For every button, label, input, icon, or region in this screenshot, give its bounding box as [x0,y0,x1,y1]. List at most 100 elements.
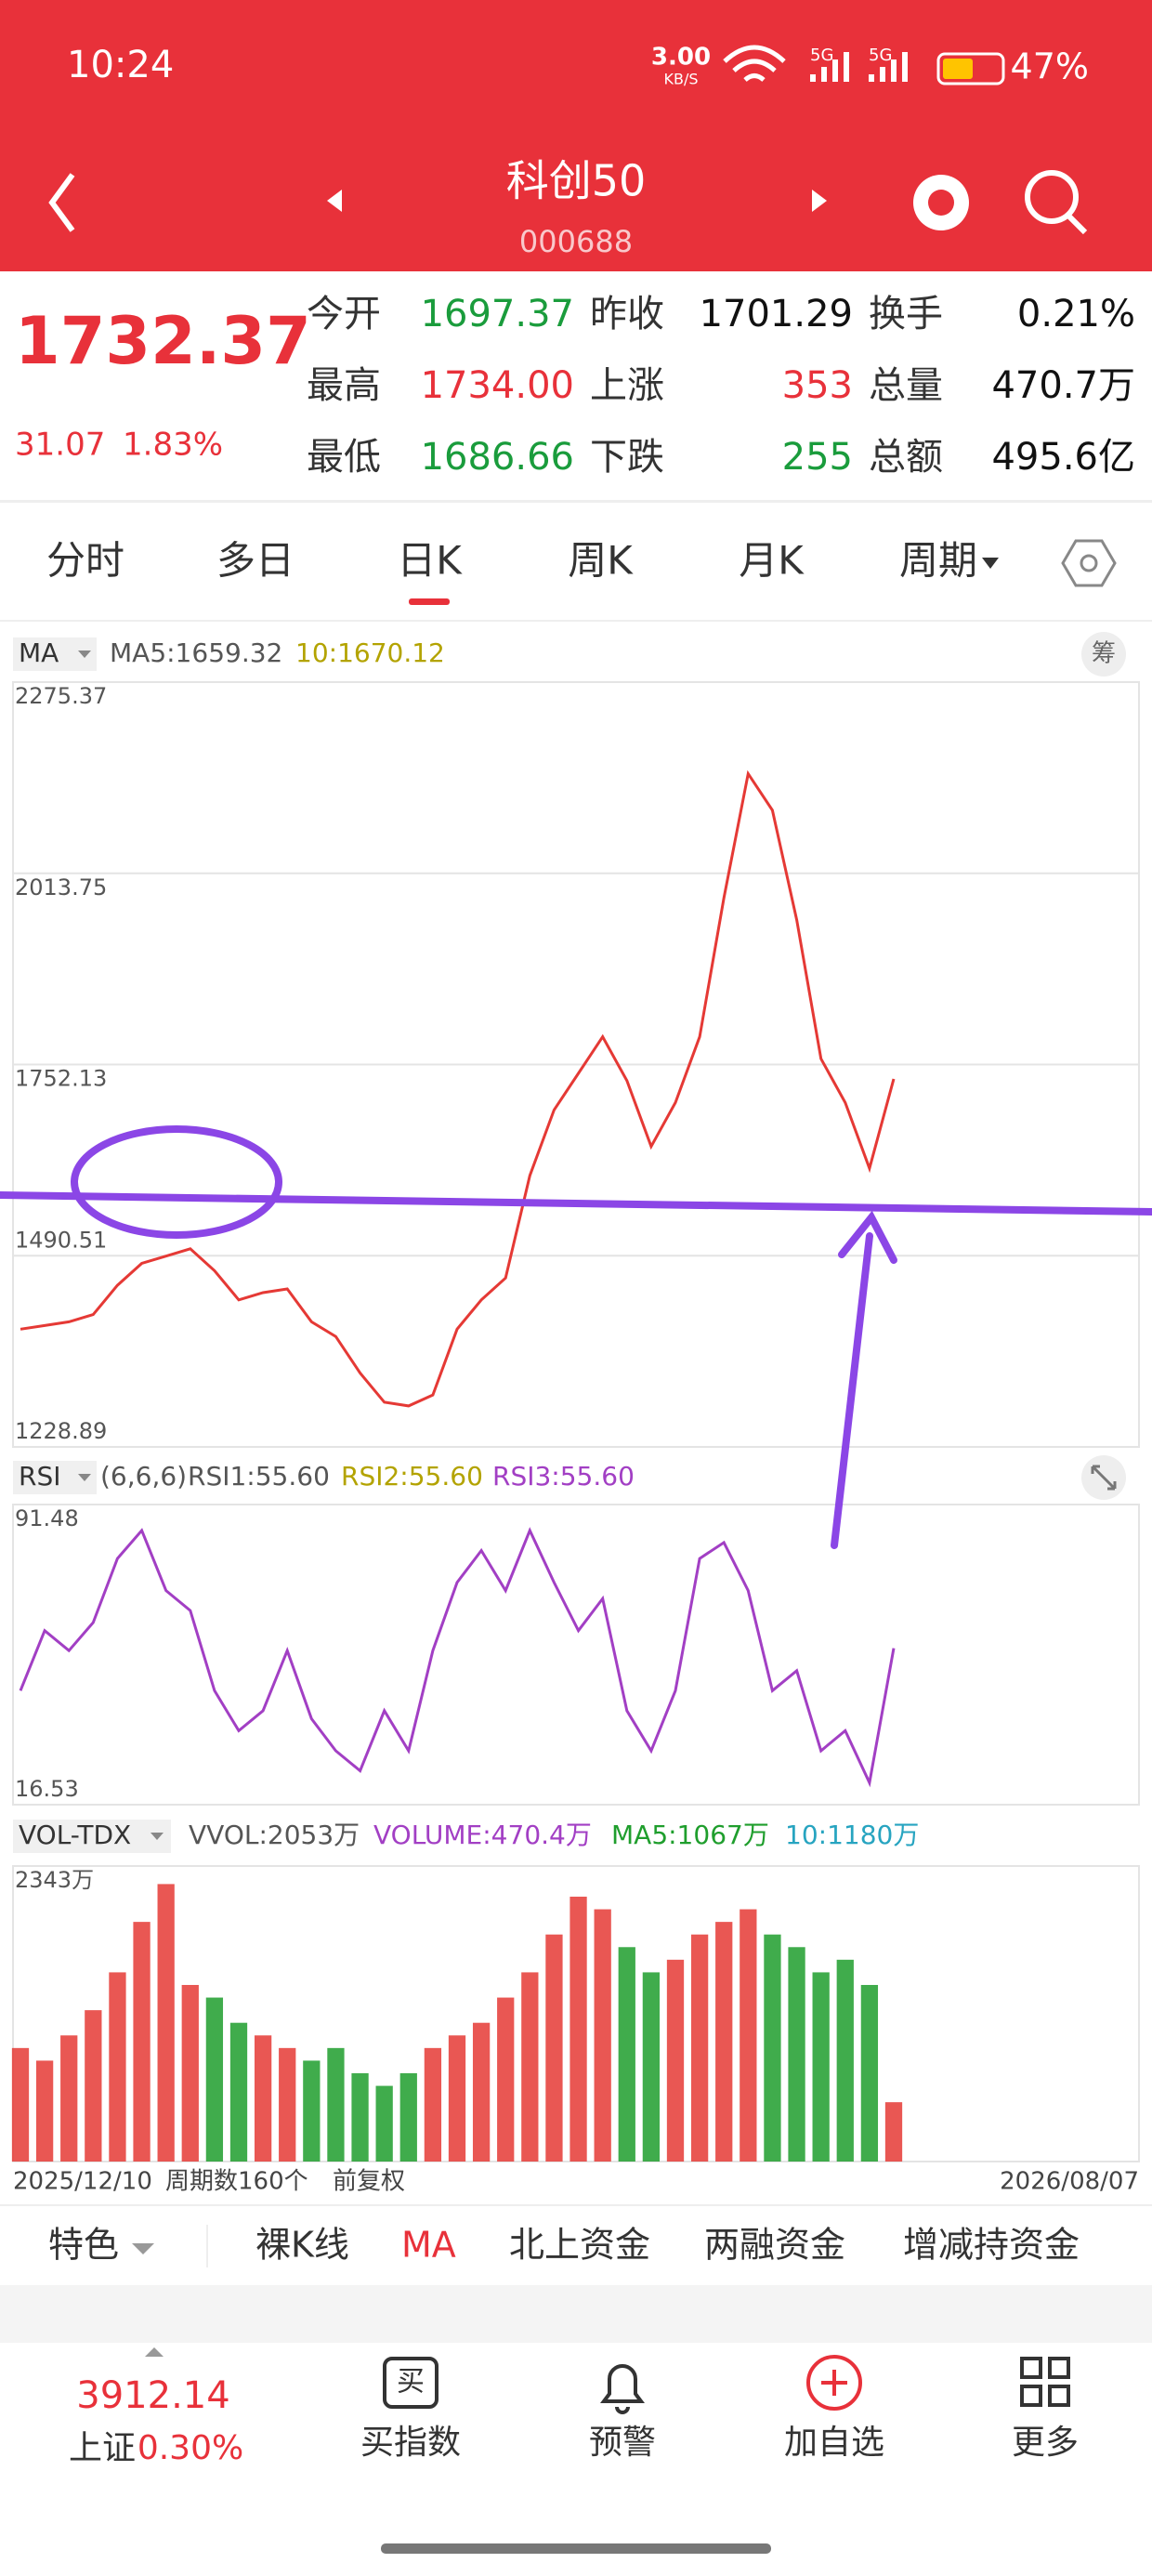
volume-bar [740,1909,757,2162]
volume-bar [399,2072,417,2162]
dropdown-arrow [132,2243,154,2254]
volume-bar [109,1972,126,2162]
volume-bar [85,2010,102,2162]
active-tab-indicator [409,598,450,605]
period-tab[interactable]: 周期 [899,538,977,584]
indicator-tabs: 特色 裸K线 MA 北上资金 两融资金 增减持资金 [48,2225,1080,2266]
volume-bar [618,1947,635,2162]
volume-bar [327,2047,345,2162]
index-name: 上证 [69,2429,136,2467]
volume-bar [133,1922,151,2162]
volume-bar [424,2047,442,2162]
volume-bar [60,2035,78,2162]
prev-button[interactable] [327,190,342,212]
net-speed-unit: KB/S [663,71,698,88]
y-tick-label: 1228.89 [15,1418,107,1444]
indicator-tab[interactable]: 两融资金 [704,2225,845,2266]
period-tab[interactable]: 分时 [46,538,124,584]
volume-bar [497,1997,515,2162]
volume-bar [569,1896,587,2162]
action-label: 加自选 [784,2424,884,2462]
period-tab[interactable]: 多日 [216,538,295,584]
search-button[interactable] [1025,170,1079,224]
indicator-tab[interactable]: MA [401,2225,456,2266]
wifi-icon [723,45,786,82]
divider [0,500,1152,503]
quote-value: 1701.29 [700,293,853,335]
period-count: 周期数160个 [165,2168,308,2196]
y-tick-label: 16.53 [15,1776,79,1802]
next-button[interactable] [812,190,827,212]
volume-bar [666,1959,685,2162]
y-tick-label: 2013.75 [15,874,107,900]
volume-bar [642,1972,661,2162]
volume-bar [594,1909,611,2162]
indicator-tab[interactable]: 特色 [48,2225,119,2266]
period-tab[interactable]: 周K [568,538,634,584]
add-icon[interactable] [806,2355,862,2411]
dropdown-arrow [982,558,999,569]
settings-button[interactable] [1061,539,1117,587]
quote-grid: 今开 1697.37 昨收 1701.29 换手 0.21% 最高 1734.00 上涨 353 总… [307,293,1135,479]
volume-bar [375,2085,393,2162]
volume-bar [351,2072,369,2162]
chip-button[interactable] [1081,632,1126,677]
indicator-selector[interactable] [13,1820,171,1853]
network-label: 5G [869,46,892,65]
indicator-tab[interactable]: 裸K线 [255,2225,349,2266]
quote-label: 今开 [307,293,381,335]
price-change-pct: 1.83% [123,427,223,464]
end-date: 2026/08/07 [1000,2168,1139,2196]
indicator-tab[interactable]: 北上资金 [509,2225,650,2266]
volume-bar [812,1972,830,2162]
quote-label: 上涨 [590,364,664,407]
action-label: 更多 [1012,2424,1079,2462]
last-price: 1732.37 [15,303,311,379]
quote-value: 1686.66 [421,436,574,479]
indicator-legend: 10:1670.12 [295,637,445,668]
action-label: 预警 [589,2424,656,2462]
buy-icon[interactable] [383,2357,439,2409]
indicator-legend: RSI3:55.60 [492,1461,635,1492]
bell-icon[interactable] [600,2364,645,2414]
action-label: 买指数 [360,2424,461,2462]
net-speed: 3.00 [651,44,711,72]
expand-arrow[interactable] [145,2347,164,2357]
stock-code: 000688 [519,224,633,259]
index-value: 3912.14 [76,2374,229,2417]
volume-bar [521,1972,539,2162]
volume-bar [254,2035,272,2162]
volume-bar [690,1934,709,2162]
dropdown-arrow [78,1474,91,1481]
gap [0,2285,1152,2343]
separator [206,2225,208,2267]
volume-bar [229,2022,248,2162]
quote-label: 最高 [307,364,381,407]
quote-value: 0.21% [1017,293,1135,335]
volume-bar [279,2047,296,2162]
chart-frame [12,1504,1140,1806]
back-button[interactable] [48,173,75,232]
price-change: 31.07 [15,427,105,464]
quote-value: 1697.37 [421,293,574,335]
battery-pct: 47% [1011,46,1089,87]
annotation [0,1125,1152,1549]
add-plus [821,2370,847,2396]
chip-label: 筹 [1092,640,1116,668]
more-icon[interactable] [1020,2357,1070,2407]
volume-bar [303,2060,321,2162]
indicator-legend: 10:1180万 [785,1820,919,1850]
y-tick-label: 2343万 [15,1867,94,1893]
adjust-mode: 前复权 [333,2168,405,2196]
volume-bar [715,1922,733,2162]
indicator-name: MA [19,637,59,668]
period-tab[interactable]: 日K [397,538,463,584]
indicator-tab[interactable]: 增减持资金 [903,2225,1080,2266]
quote-label: 总额 [869,436,943,479]
quote-value: 470.7万 [991,364,1135,407]
y-tick-label: 2275.37 [15,683,107,709]
period-tab[interactable]: 月K [739,538,805,584]
divider [0,2204,1152,2206]
